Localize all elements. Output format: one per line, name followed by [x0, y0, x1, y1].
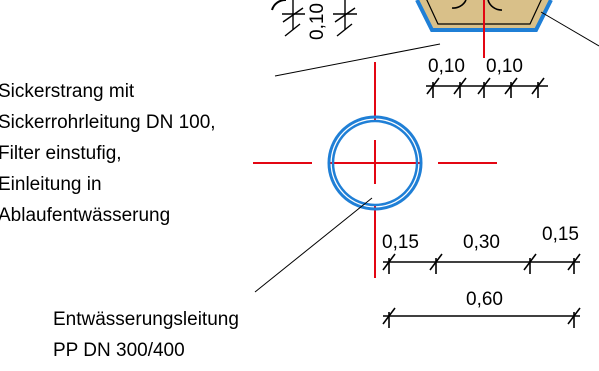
entwaesserungsleitung-pipe [327, 115, 423, 211]
dim-top-vertical: 0,10 [307, 3, 328, 40]
middle-horizontal-dimension: 0,15 0,30 0,15 [382, 224, 581, 274]
label-entwaesserung-line-2: PP DN 300/400 [53, 340, 185, 361]
dim-top-b: 0,10 [486, 56, 523, 77]
label-entwaesserung: Entwässerungsleitung PP DN 300/400 [53, 309, 239, 361]
pipe-centerlines [253, 62, 497, 278]
top-vertical-dimension: 0,10 [271, 0, 357, 40]
label-sickerstrang-line-2: Sickerrohrleitung DN 100, [0, 112, 216, 133]
dim-top-a: 0,10 [428, 56, 465, 77]
label-sickerstrang-line-3: Filter einstufig, [0, 143, 122, 164]
label-sickerstrang-line-5: Ablaufentwässerung [0, 205, 170, 226]
dim-bottom: 0,60 [466, 289, 503, 310]
dim-mid-b: 0,30 [463, 232, 500, 253]
leader-sickerstrang [274, 43, 441, 77]
label-entwaesserung-line-1: Entwässerungsleitung [53, 309, 239, 330]
label-sickerstrang-line-1: Sickerstrang mit [0, 81, 135, 102]
bottom-horizontal-dimension: 0,60 [382, 289, 581, 328]
top-horizontal-dimension: 0,10 0,10 [426, 56, 548, 98]
dim-mid-c: 0,15 [542, 224, 579, 245]
label-sickerstrang: Sickerstrang mit Sickerrohrleitung DN 10… [0, 81, 216, 226]
sickerstrang-body [415, 0, 599, 58]
dim-mid-a: 0,15 [382, 232, 419, 253]
leader-entwaesserung [254, 197, 373, 293]
label-sickerstrang-line-4: Einleitung in [0, 174, 102, 195]
